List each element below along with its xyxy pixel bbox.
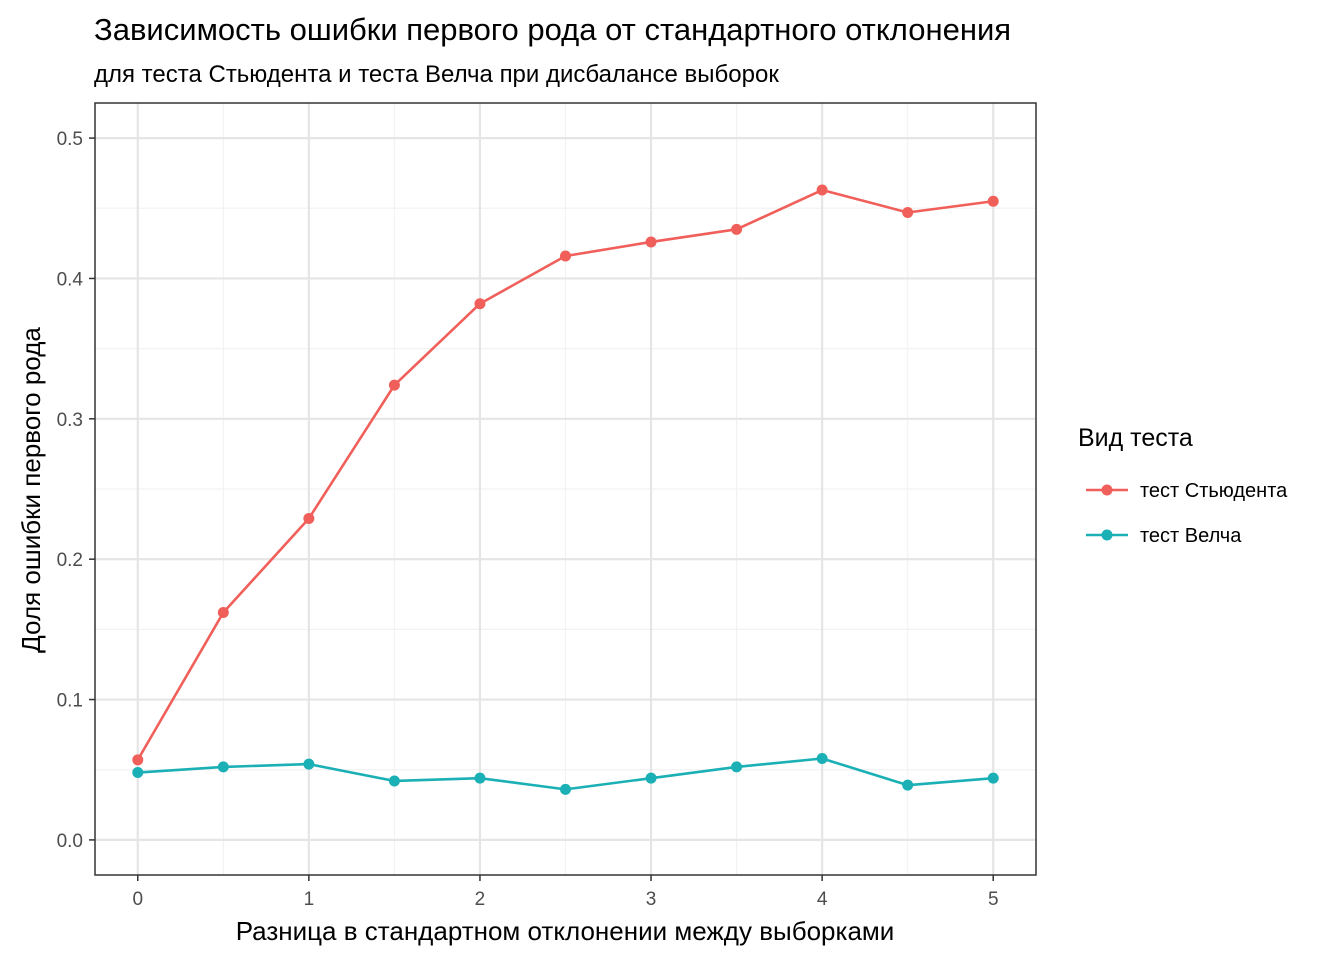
legend-label: тест Велча (1140, 525, 1242, 547)
y-axis: 0.0 0.1 0.2 0.3 0.4 0.5 (57, 129, 95, 852)
data-point (902, 206, 914, 218)
series-layer (132, 184, 999, 795)
data-point (217, 607, 229, 619)
x-axis: 0 1 2 3 4 5 (132, 875, 999, 910)
data-point (303, 512, 315, 524)
legend-key-point (1101, 484, 1113, 496)
plot-border (94, 102, 1037, 876)
data-point (645, 236, 657, 248)
y-tick-label: 0.5 (57, 129, 83, 150)
series-2 (132, 752, 999, 795)
data-point (388, 379, 400, 391)
y-tick-label: 0.0 (57, 831, 83, 852)
data-point (303, 758, 315, 770)
x-tick-label: 2 (475, 889, 486, 910)
legend-key-point (1101, 529, 1113, 541)
series-1 (132, 184, 999, 766)
x-tick-label: 5 (988, 889, 999, 910)
legend-item: тест Велча (1086, 525, 1242, 547)
y-axis-title: Доля ошибки первого рода (16, 327, 46, 653)
data-point (987, 195, 999, 207)
data-point (474, 772, 486, 784)
x-axis-title: Разница в стандартном отклонении между в… (236, 916, 895, 946)
legend: Вид теста тест Стьюдента тест Велча (1078, 424, 1288, 547)
data-point (731, 761, 743, 773)
chart-subtitle: для теста Стьюдента и теста Велча при ди… (94, 61, 779, 88)
y-tick-label: 0.1 (57, 691, 83, 712)
y-tick-label: 0.2 (57, 550, 83, 571)
data-point (132, 754, 144, 766)
data-point (474, 298, 486, 310)
data-point (902, 779, 914, 791)
legend-item: тест Стьюдента (1086, 480, 1288, 502)
data-point (132, 767, 144, 779)
x-tick-label: 1 (304, 889, 315, 910)
data-point (816, 752, 828, 764)
x-tick-label: 4 (817, 889, 828, 910)
data-point (388, 775, 400, 787)
data-point (217, 761, 229, 773)
legend-label: тест Стьюдента (1140, 480, 1288, 502)
legend-title: Вид теста (1078, 424, 1193, 452)
y-tick-label: 0.4 (57, 269, 84, 290)
data-point (816, 184, 828, 196)
data-point (560, 783, 571, 795)
data-point (987, 772, 999, 784)
y-tick-label: 0.3 (57, 410, 83, 431)
data-point (560, 250, 571, 262)
chart-title: Зависимость ошибки первого рода от станд… (94, 12, 1011, 47)
data-point (645, 772, 657, 784)
data-point (731, 223, 743, 235)
plot-area (94, 102, 1037, 876)
x-tick-label: 0 (132, 889, 143, 910)
x-tick-label: 3 (646, 889, 657, 910)
